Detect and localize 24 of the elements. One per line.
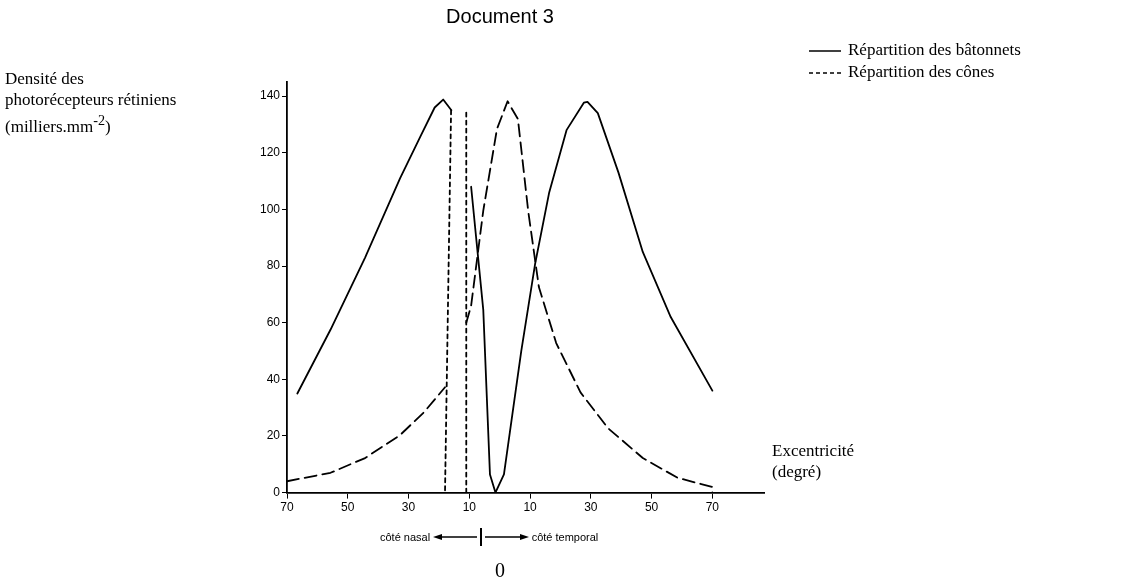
legend-label: Répartition des bâtonnets [848,38,1021,60]
x-tick-label: 70 [705,500,720,515]
x-tick-label: 50 [644,500,659,515]
y-tick-label: 60 [266,315,281,330]
legend-label: Répartition des cônes [848,60,995,82]
x-axis-title: Excentricité (degré) [772,440,856,482]
y-tick-label: 40 [266,371,281,386]
text: côté nasal [380,531,431,543]
chart-title: Document 3 [445,5,555,27]
y-tick-label: 100 [259,201,281,216]
y-axis-title: Densité des photorécepteurs rétiniens (milliers.mm$^{-2}$) [5,68,178,137]
x-tick-label: 10 [523,500,538,515]
x-tick-label: 30 [401,500,416,515]
y-tick-label: 0 [273,484,281,499]
x-tick-label: 30 [584,500,598,515]
y-tick-label: 120 [259,145,281,160]
y-tick-label: 80 [266,258,281,273]
x-tick-label: 70 [280,500,295,515]
text: côté temporal [531,531,599,543]
y-tick-label: 140 [259,88,281,103]
y-tick-label: 20 [266,428,281,443]
x-tick-label: 50 [341,500,355,515]
text: 0 [494,559,506,581]
x-tick-label: 10 [462,500,477,515]
